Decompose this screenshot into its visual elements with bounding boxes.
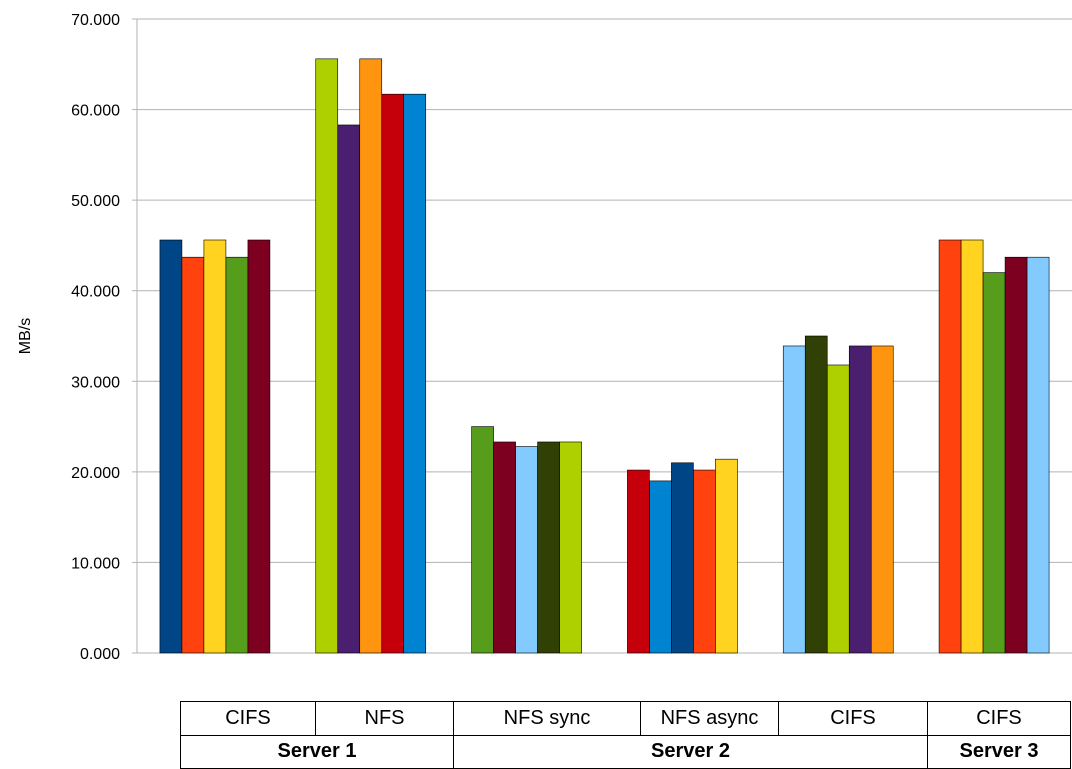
bar-1-1 <box>159 239 183 654</box>
category-table: CIFS NFS NFS sync NFS async CIFS CIFS Se… <box>180 701 1071 769</box>
bar-4-3 <box>671 462 694 654</box>
bar-3-3 <box>515 446 538 654</box>
y-tick-label: 30.000 <box>71 374 120 391</box>
bar-2-1 <box>315 58 339 654</box>
category-label-nfs-async: NFS async <box>640 701 779 736</box>
bar-5-2 <box>804 335 828 654</box>
bar-5-4 <box>848 345 872 654</box>
y-tick-label: 70.000 <box>71 12 120 29</box>
category-label-cifs-server2: CIFS <box>778 701 928 736</box>
bar-3-4 <box>537 441 560 654</box>
category-label-cifs-server3: CIFS <box>927 701 1071 736</box>
bar-4-5 <box>715 458 738 654</box>
bar-1-5 <box>247 239 271 654</box>
bar-5-3 <box>826 364 850 654</box>
category-row: CIFS NFS NFS sync NFS async CIFS CIFS <box>180 701 1071 736</box>
y-axis-label: MB/s <box>17 318 34 354</box>
y-tick-label: 20.000 <box>71 465 120 482</box>
bar-1-4 <box>225 256 249 654</box>
category-label-cifs-server1: CIFS <box>180 701 316 736</box>
y-tick-label: 10.000 <box>71 555 120 572</box>
bar-5-5 <box>870 345 894 654</box>
server-label-2: Server 2 <box>453 734 928 769</box>
bar-1-3 <box>203 239 227 654</box>
category-label-nfs-sync: NFS sync <box>453 701 641 736</box>
bar-5-1 <box>782 345 806 654</box>
y-tick-label: 50.000 <box>71 193 120 210</box>
bar-4-2 <box>649 480 672 654</box>
bar-3-1 <box>471 426 494 654</box>
bar-3-2 <box>493 441 516 654</box>
bar-6-3 <box>982 272 1006 654</box>
bar-6-5 <box>1026 256 1050 654</box>
bar-2-3 <box>359 58 383 654</box>
bar-4-4 <box>693 469 716 654</box>
category-label-nfs: NFS <box>315 701 454 736</box>
bar-6-1 <box>938 239 962 654</box>
server-row: Server 1 Server 2 Server 3 <box>180 734 1071 769</box>
bar-4-1 <box>627 469 650 654</box>
y-tick-label: 60.000 <box>71 103 120 120</box>
y-tick-label: 0.000 <box>80 646 120 663</box>
bar-2-4 <box>381 93 405 654</box>
bar-6-2 <box>960 239 984 654</box>
server-label-1: Server 1 <box>180 734 454 769</box>
bar-2-2 <box>337 124 361 654</box>
bar-6-4 <box>1004 256 1028 654</box>
bar-1-2 <box>181 256 205 654</box>
bar-3-5 <box>559 441 582 654</box>
bar-chart: 0.000 10.000 20.000 30.000 40.000 50.000 60.00… <box>17 12 1072 663</box>
bar-2-5 <box>403 93 427 654</box>
server-label-3: Server 3 <box>927 734 1071 769</box>
y-tick-label: 40.000 <box>71 284 120 301</box>
